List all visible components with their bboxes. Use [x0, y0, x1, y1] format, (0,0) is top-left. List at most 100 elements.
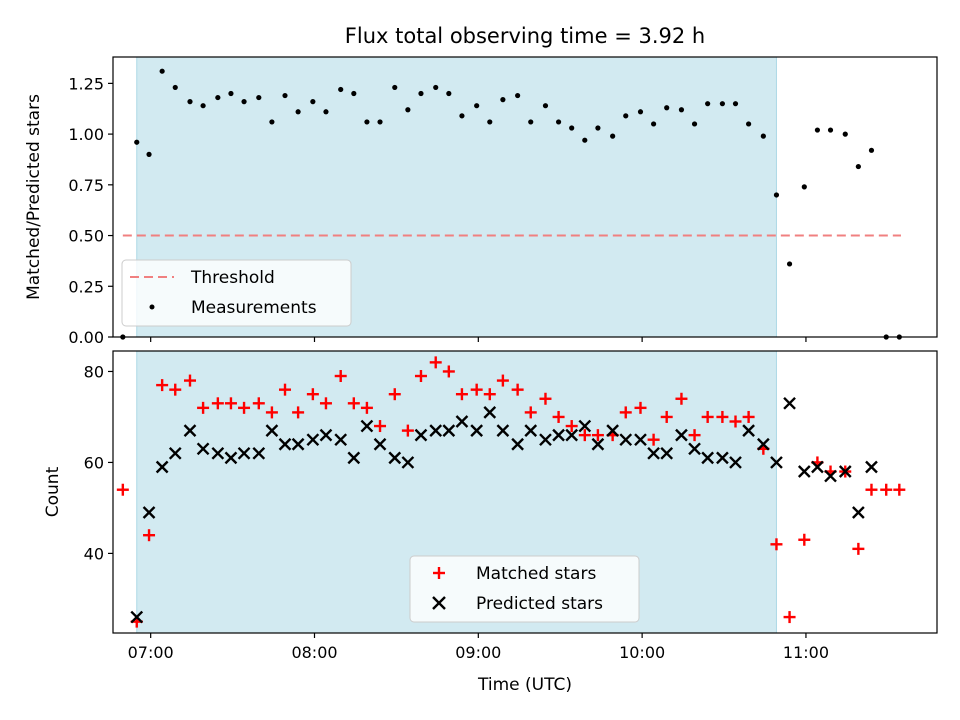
measurement-point [868, 147, 875, 153]
measurement-point [786, 261, 793, 267]
measurement-point [827, 127, 834, 133]
predicted-star-point [524, 424, 538, 437]
predicted-star-point [347, 451, 361, 465]
matched-star-point [783, 611, 796, 624]
predicted-star-point [306, 433, 320, 447]
predicted-star-point [852, 506, 865, 519]
top-y-tick-label: 0.50 [68, 227, 104, 246]
measurement-point [515, 92, 521, 99]
predicted-star-point [334, 433, 348, 447]
measurement-point [256, 94, 262, 101]
predicted-star-point [716, 451, 729, 465]
predicted-star-point [155, 460, 169, 474]
matched-legend-swatch [433, 567, 445, 579]
measurement-point [446, 90, 452, 97]
predicted-star-point [539, 433, 552, 447]
predicted-star-point [742, 424, 755, 437]
bottom-x-tick-label: 10:00 [619, 643, 665, 662]
bottom-x-tick-label: 08:00 [291, 643, 337, 662]
measurement-point [405, 107, 411, 113]
predicted-star-point [373, 437, 387, 451]
predicted-star-point [838, 465, 852, 478]
predicted-star-point [511, 437, 524, 451]
measurement-point [310, 99, 316, 105]
measurement-point [228, 90, 234, 97]
matched-star-point [770, 538, 783, 551]
measurement-point [773, 192, 780, 198]
matched-star-point [211, 397, 224, 410]
predicted-star-point [237, 446, 251, 460]
measurement-point [801, 184, 807, 190]
matched-star-point [729, 415, 742, 428]
matched-star-point [660, 410, 673, 423]
predicted-star-point [634, 433, 647, 447]
top-panel: 0.00 0.25 0.50 0.75 1.00 1.25 Matched/Predict… [24, 56, 938, 347]
predicted-star-point [196, 442, 210, 456]
matched-star-point [279, 383, 292, 396]
matched-star-point [455, 388, 468, 401]
measurement-point [215, 94, 221, 101]
matched-star-point [675, 392, 688, 405]
predicted-star-point [865, 460, 878, 474]
measurement-point [269, 119, 275, 125]
measurement-point [678, 107, 685, 113]
bottom-y-tick-label: 80 [84, 362, 104, 381]
measurement-point [459, 113, 465, 119]
measurement-point [569, 125, 575, 131]
matched-star-point [619, 406, 632, 419]
matched-star-point [483, 388, 496, 401]
bottom-y-tick-label: 40 [84, 544, 104, 563]
matched-star-point [539, 392, 552, 405]
predicted-star-point [770, 456, 783, 469]
matched-star-point [197, 401, 210, 414]
measurement-point [623, 113, 629, 119]
bottom-y-axis: 40 60 80 [84, 362, 113, 563]
measurements-legend-swatch [149, 304, 155, 310]
measurement-point [555, 119, 562, 125]
matched-star-point [865, 483, 878, 496]
measurement-point [855, 163, 861, 170]
measurement-point [637, 109, 644, 115]
measurement-points [120, 68, 902, 340]
predicted-star-point [797, 465, 811, 478]
measurement-point [842, 131, 848, 137]
matched-star-point [701, 410, 714, 423]
bottom-y-tick-label: 60 [84, 453, 104, 472]
matched-star-point [565, 420, 578, 433]
matched-star-point [442, 365, 455, 378]
top-legend-box [121, 259, 352, 327]
measurement-point [392, 84, 398, 91]
bottom-plot-frame [112, 350, 938, 634]
predicted-legend-label: Predicted stars [476, 594, 603, 614]
matched-star-point [388, 388, 401, 401]
matched-star-point [169, 383, 182, 396]
matched-star-point [647, 433, 660, 446]
predicted-star-point [483, 406, 497, 419]
matched-star-point [880, 483, 893, 496]
measurement-point [595, 125, 601, 131]
measurement-point [146, 151, 152, 157]
measurement-point [746, 121, 752, 127]
bottom-x-tick-label: 11:00 [783, 643, 829, 662]
matched-star-point [496, 374, 509, 387]
matched-legend-label: Matched stars [476, 564, 596, 584]
measurement-point [187, 99, 193, 105]
top-y-tick-label: 0.00 [68, 328, 104, 347]
predicted-star-point [701, 451, 715, 465]
measurement-point [295, 109, 301, 115]
measurement-point [172, 84, 178, 91]
predicted-star-point [252, 446, 266, 460]
measurement-point [241, 99, 247, 105]
measurement-point [338, 86, 344, 93]
predicted-star-point [455, 415, 469, 428]
matched-star-point [852, 542, 865, 555]
matched-star-point [360, 401, 373, 414]
predicted-star-point [591, 437, 605, 451]
measurement-point [610, 133, 616, 139]
matched-star-point [414, 370, 427, 383]
measurement-point [418, 90, 424, 97]
matched-star-point [265, 406, 278, 419]
predicted-star-point [291, 437, 305, 451]
bottom-legend-box [409, 555, 640, 623]
measurement-point [542, 103, 549, 109]
